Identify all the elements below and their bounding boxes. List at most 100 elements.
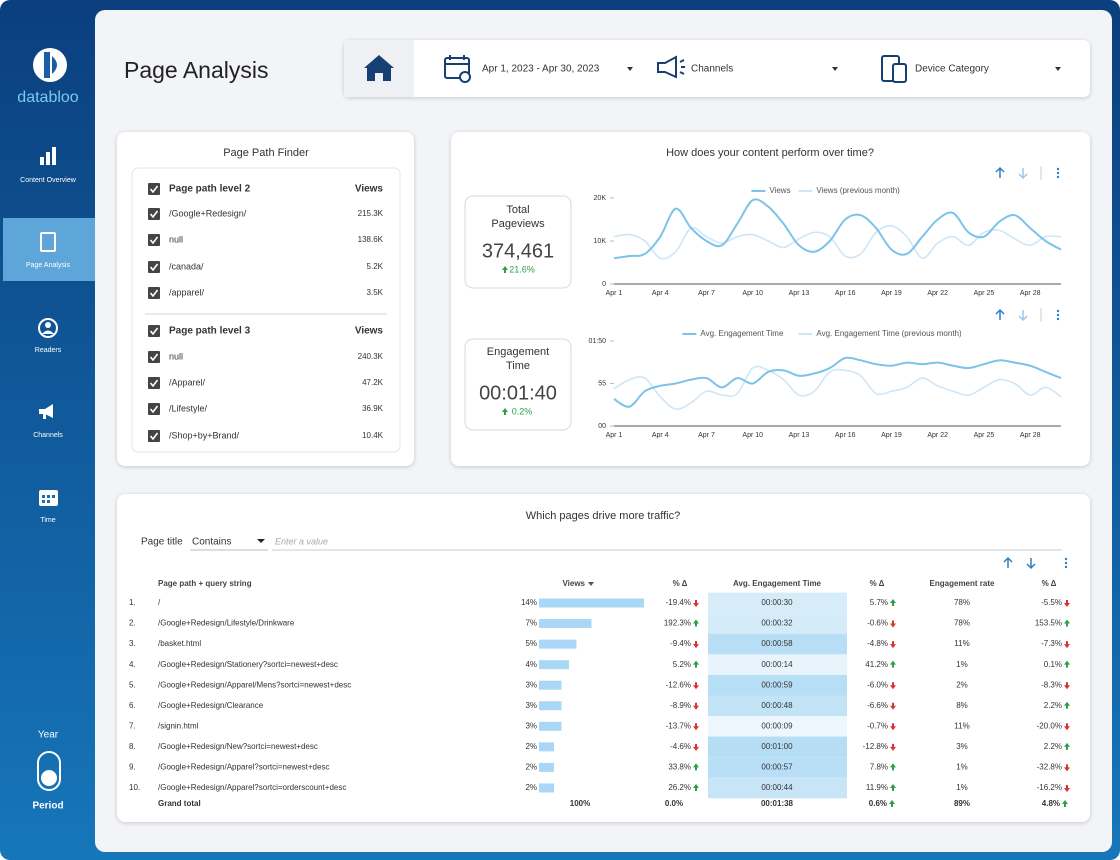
- checkbox[interactable]: [148, 325, 160, 337]
- date-filter[interactable]: Apr 1, 2023 - Apr 30, 2023: [482, 64, 600, 75]
- down-arrow: [890, 682, 896, 690]
- path-name: /canada/: [169, 261, 204, 271]
- filter-placeholder[interactable]: Enter a value: [275, 536, 328, 546]
- menu-dot[interactable]: [1056, 317, 1060, 321]
- page-path[interactable]: /Google+Redesign/Apparel/Mens?sortci=new…: [158, 680, 351, 689]
- filter-operator[interactable]: Contains: [192, 537, 231, 548]
- engagement-cell: [708, 716, 847, 737]
- engagement-cell: [708, 633, 847, 655]
- path-name: null: [169, 351, 183, 361]
- views-share: 14%: [521, 598, 537, 607]
- device-filter[interactable]: Device Category: [915, 64, 989, 75]
- up-arrow: [1062, 800, 1068, 807]
- up-arrow: [1064, 660, 1070, 668]
- column-header[interactable]: % Δ: [1042, 579, 1057, 588]
- checkbox[interactable]: [148, 234, 160, 246]
- checkbox[interactable]: [148, 430, 160, 442]
- views-bar: [539, 721, 562, 731]
- engagement-time: 00:00:57: [761, 763, 793, 772]
- sort-down[interactable]: [1018, 310, 1028, 322]
- checkbox[interactable]: [148, 261, 160, 273]
- page-path[interactable]: /signin.html: [158, 721, 199, 730]
- views-bar: [539, 762, 554, 772]
- path-name: /Shop+by+Brand/: [169, 430, 240, 440]
- dropdown-carets[interactable]: [627, 67, 1061, 71]
- engagement-time: 00:00:30: [761, 598, 793, 607]
- column-header[interactable]: Avg. Engagement Time: [733, 579, 822, 588]
- column-header[interactable]: Engagement rate: [930, 579, 995, 588]
- page-path[interactable]: /Google+Redesign/Clearance: [158, 701, 264, 710]
- rank: 5.: [129, 680, 136, 689]
- delta: -6.6%: [867, 701, 888, 710]
- total-delta: 4.8%: [1042, 799, 1060, 808]
- checkbox[interactable]: [148, 377, 160, 389]
- period-toggle[interactable]: [37, 751, 61, 791]
- sort-up[interactable]: [995, 166, 1005, 178]
- menu-dot[interactable]: [1056, 171, 1060, 175]
- delta: 192.3%: [664, 619, 691, 628]
- nav-item[interactable]: Content Overview: [20, 177, 77, 184]
- x-tick-label: Apr 7: [698, 432, 715, 439]
- menu-dot[interactable]: [1064, 565, 1068, 569]
- card-title: Which pages drive more traffic?: [526, 510, 680, 522]
- x-tick-label: Apr 25: [974, 432, 995, 439]
- page-path[interactable]: /Google+Redesign/Apparel?sortci=newest+d…: [158, 763, 329, 772]
- path-views: 47.2K: [362, 378, 384, 387]
- nav-item[interactable]: Page Analysis: [26, 262, 70, 269]
- page-path[interactable]: /Google+Redesign/New?sortci=newest+desc: [158, 742, 318, 751]
- page-path[interactable]: /Google+Redesign/Lifestyle/Drinkware: [158, 619, 295, 628]
- rank: 1.: [129, 598, 136, 607]
- sort-down[interactable]: [1018, 168, 1028, 180]
- delta: 0.1%: [1044, 660, 1062, 669]
- operator-caret[interactable]: [257, 539, 265, 543]
- engagement-rate: 1%: [956, 763, 968, 772]
- engagement-rate: 1%: [956, 660, 968, 669]
- menu-dot[interactable]: [1056, 313, 1060, 317]
- checkbox[interactable]: [148, 287, 160, 299]
- y-tick-label: 01:50: [588, 338, 606, 345]
- checkbox[interactable]: [148, 208, 160, 220]
- checkmark: [149, 432, 159, 441]
- x-tick-label: Apr 4: [652, 290, 669, 297]
- delta: -0.7%: [867, 721, 888, 730]
- delta: -13.7%: [666, 721, 691, 730]
- page-path[interactable]: /Google+Redesign/Apparel?sortci=ordersco…: [158, 783, 346, 792]
- nav-item[interactable]: Readers: [35, 347, 62, 354]
- total-rate: 89%: [954, 799, 970, 808]
- column-header[interactable]: % Δ: [673, 579, 688, 588]
- nav-item[interactable]: Time: [40, 517, 55, 524]
- column-header[interactable]: % Δ: [870, 579, 885, 588]
- filter-icons: [444, 55, 907, 83]
- path-views: 5.2K: [367, 262, 384, 271]
- menu-dot[interactable]: [1056, 175, 1060, 179]
- checkmark: [149, 263, 159, 272]
- sort-down[interactable]: [1026, 558, 1036, 570]
- menu-dot[interactable]: [1056, 167, 1060, 171]
- home-icon: [364, 55, 394, 81]
- checkbox[interactable]: [148, 351, 160, 363]
- sort-up[interactable]: [1003, 556, 1013, 568]
- page-path[interactable]: /: [158, 598, 161, 607]
- menu-dot[interactable]: [1064, 561, 1068, 565]
- sort-up[interactable]: [995, 308, 1005, 320]
- legend-label: Views (previous month): [816, 186, 900, 195]
- views-share: 3%: [525, 680, 537, 689]
- page-path[interactable]: /Google+Redesign/Stationery?sortci=newes…: [158, 660, 338, 669]
- channel-filter[interactable]: Channels: [691, 64, 733, 75]
- down-arrow: [1064, 682, 1070, 690]
- series-line: [613, 365, 1062, 410]
- total-views: 100%: [570, 799, 590, 808]
- page-path[interactable]: /basket.html: [158, 639, 201, 648]
- delta: -16.2%: [1037, 783, 1062, 792]
- checkbox[interactable]: [148, 403, 160, 415]
- kpi-value: 00:01:40: [479, 382, 557, 404]
- down-arrow: [890, 743, 896, 751]
- menu-dot[interactable]: [1064, 557, 1068, 561]
- menu-dot[interactable]: [1056, 309, 1060, 313]
- nav-item[interactable]: Channels: [33, 432, 63, 439]
- path-views: 3.5K: [367, 288, 384, 297]
- column-header[interactable]: Views: [562, 579, 585, 588]
- checkbox[interactable]: [148, 183, 160, 195]
- views-bar: [539, 598, 644, 608]
- rank: 6.: [129, 701, 136, 710]
